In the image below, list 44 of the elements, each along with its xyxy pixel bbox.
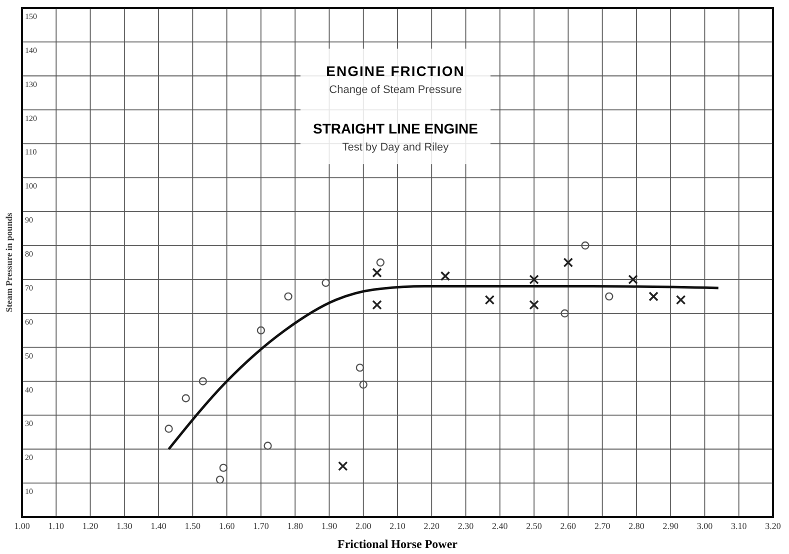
x-tick-label: 2.40: [492, 521, 508, 531]
y-tick-label: 120: [25, 114, 37, 123]
x-tick-label: 1.60: [218, 521, 236, 531]
y-tick-label: 80: [25, 250, 33, 259]
y-tick-label: 10: [25, 487, 33, 496]
x-tick-label: 3.20: [765, 521, 782, 531]
y-tick-label: 90: [25, 216, 33, 225]
x-tick-label: 2.10: [390, 521, 406, 531]
x-tick-label: 1.20: [82, 521, 99, 531]
x-axis-title: Frictional Horse Power: [338, 537, 458, 551]
x-tick-label: 1.40: [150, 521, 167, 531]
y-tick-label: 40: [25, 385, 33, 394]
x-tick-label: 1.50: [184, 521, 202, 531]
y-tick-label: 100: [25, 182, 37, 191]
x-tick-label: 2.60: [560, 521, 577, 531]
x-tick-label: 2.30: [458, 521, 474, 531]
x-tick-label: 1.90: [321, 521, 338, 531]
y-tick-label: 150: [25, 12, 37, 21]
y-axis-title: Steam Pressure in pounds: [4, 212, 14, 312]
x-tick-label: 2.00: [355, 521, 372, 531]
annotation: STRAIGHT LINE ENGINE: [313, 120, 478, 137]
annotation: Test by Day and Riley: [342, 142, 450, 154]
x-tick-label: 1.70: [253, 521, 270, 531]
x-tick-label: 1.30: [116, 521, 133, 531]
x-tick-label: 2.80: [628, 521, 645, 531]
text: Change of Steam Pressure: [329, 84, 462, 96]
x-tick-label: 2.50: [526, 521, 542, 531]
text: ENGINE FRICTION: [326, 62, 465, 79]
y-tick-label: 20: [25, 453, 33, 462]
x-tick-label: 2.90: [662, 521, 679, 531]
y-tick-label: 30: [25, 419, 33, 428]
y-tick-label: 110: [25, 148, 37, 157]
y-tick-label: 70: [25, 283, 33, 292]
x-tick-label: 1.80: [287, 521, 304, 531]
x-tick-label: 1.10: [48, 521, 65, 531]
x-tick-label: 2.20: [424, 521, 440, 531]
x-tick-label: 3.10: [730, 521, 748, 531]
y-tick-label: 60: [25, 317, 33, 326]
y-tick-label: 130: [25, 80, 37, 89]
y-tick-label: 50: [25, 351, 33, 360]
x-tick-label: 2.70: [594, 521, 611, 531]
x-tick-label: 1.00: [14, 521, 30, 531]
x-tick-label: 3.00: [696, 521, 714, 531]
y-tick-label: 140: [25, 46, 37, 55]
